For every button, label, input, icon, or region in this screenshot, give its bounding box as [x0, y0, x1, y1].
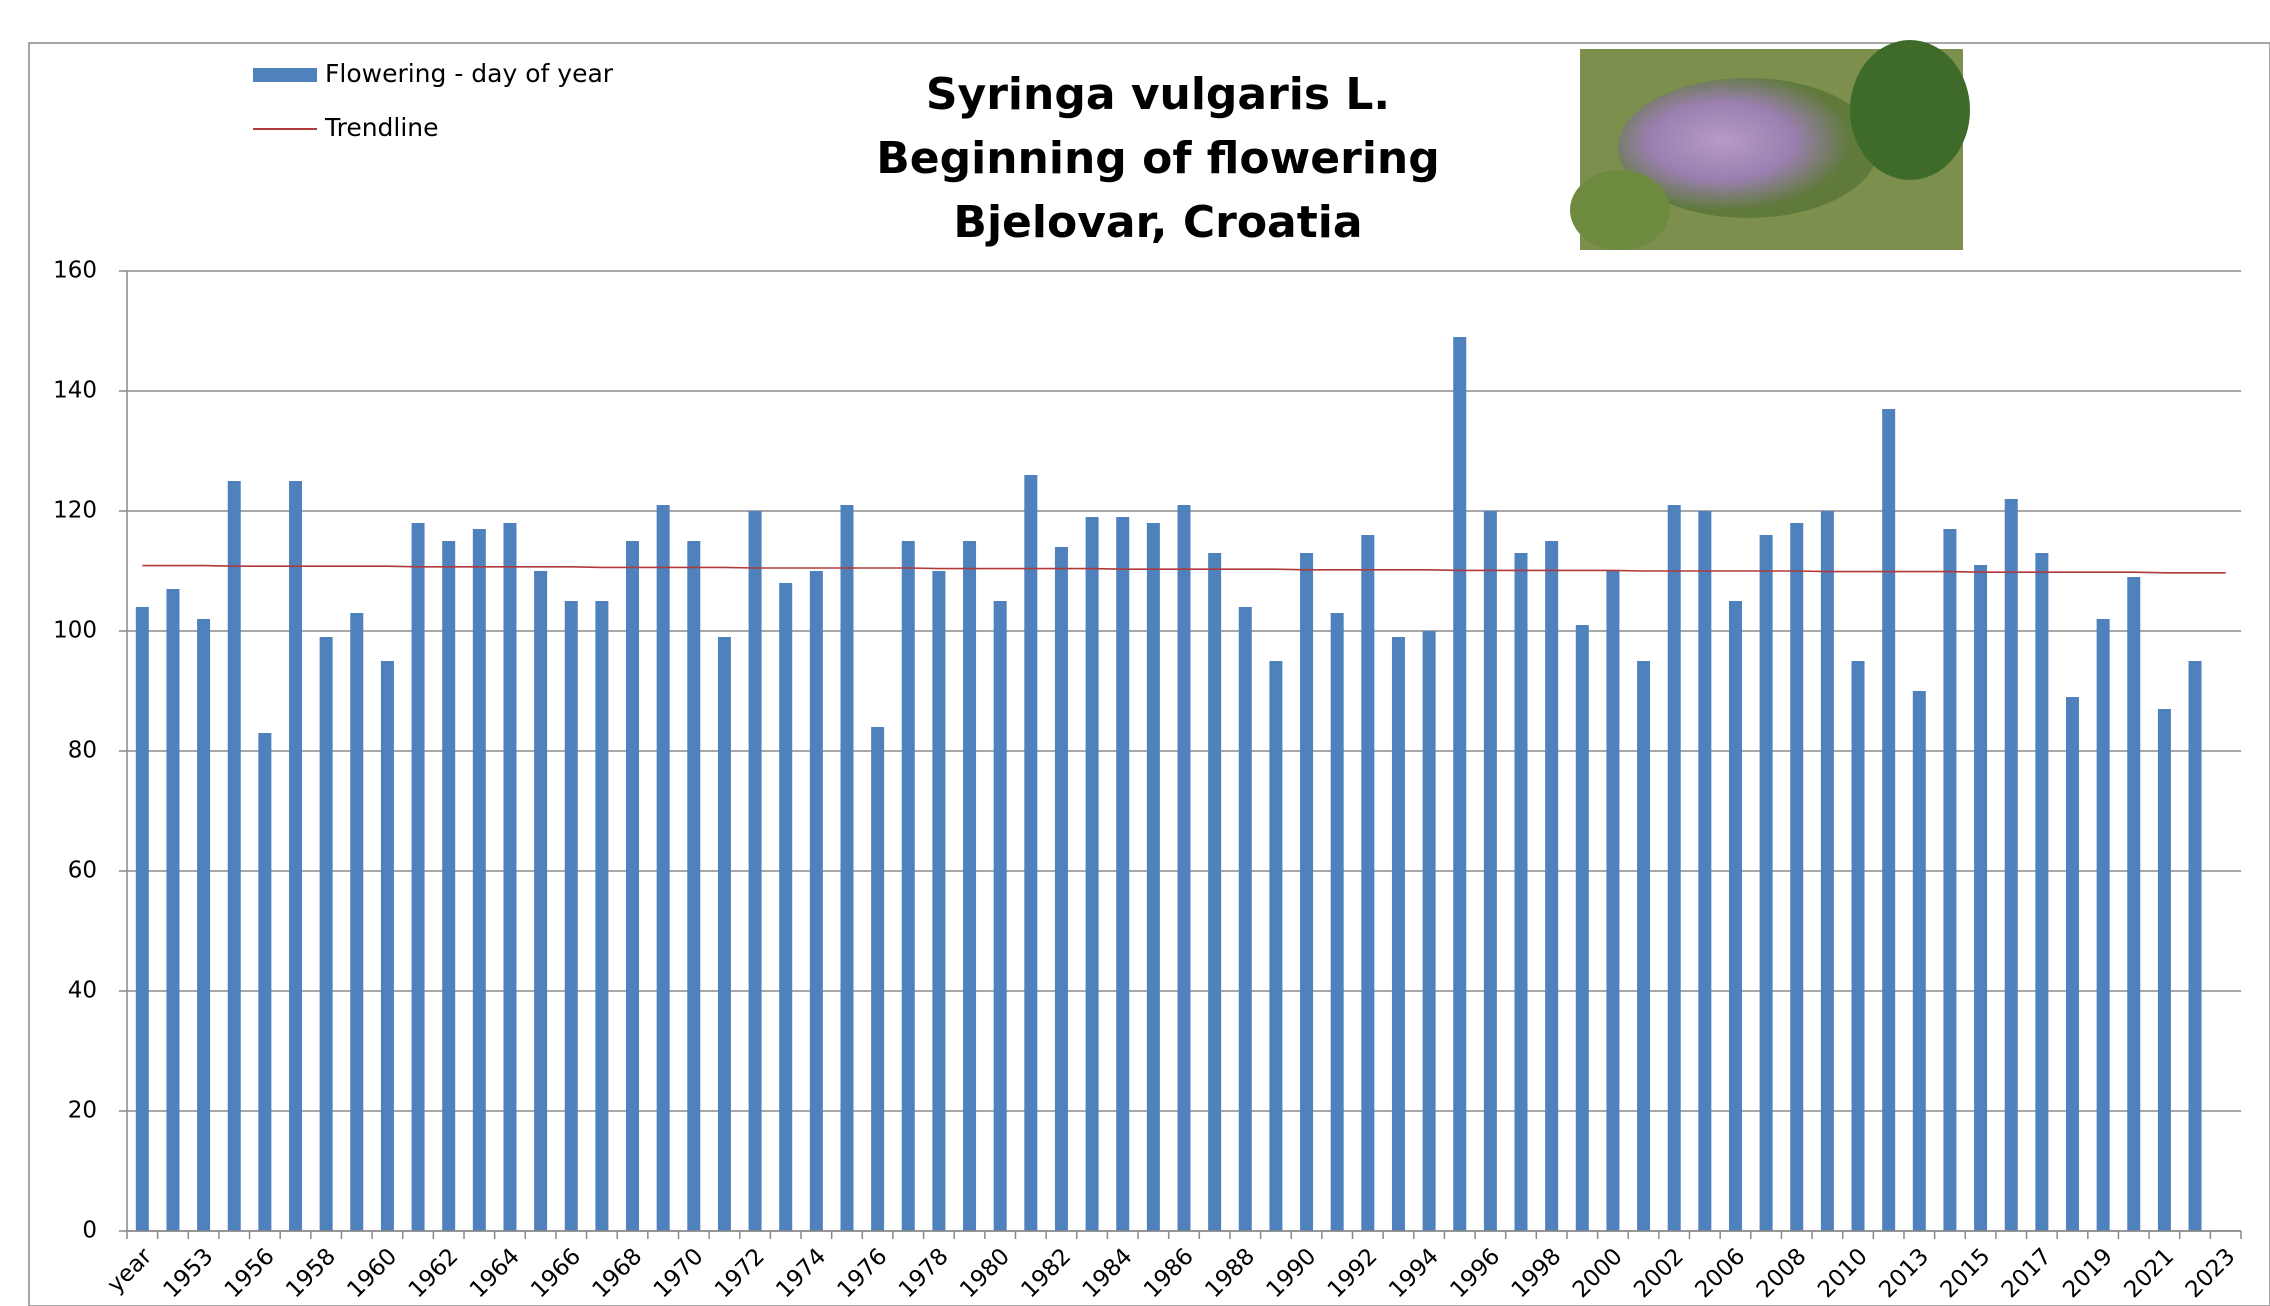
bar [1178, 505, 1191, 1231]
y-tick-label: 40 [68, 978, 97, 1004]
bar [932, 571, 945, 1231]
bar [626, 541, 639, 1231]
title-line: Bjelovar, Croatia [953, 197, 1362, 248]
bar [1331, 613, 1344, 1231]
bar [2189, 661, 2202, 1231]
bar [2127, 577, 2140, 1231]
bar [1821, 511, 1834, 1231]
title-line: Syringa vulgaris L. [926, 69, 1390, 120]
bar [1055, 547, 1068, 1231]
bar [1239, 607, 1252, 1231]
bar [1300, 553, 1313, 1231]
bar [1606, 571, 1619, 1231]
bar [1086, 517, 1099, 1231]
bar [1576, 625, 1589, 1231]
bar [381, 661, 394, 1231]
bar [1392, 637, 1405, 1231]
bar [228, 481, 241, 1231]
bar [963, 541, 976, 1231]
bar [779, 583, 792, 1231]
bar [1024, 475, 1037, 1231]
bar [1852, 661, 1865, 1231]
bar [657, 505, 670, 1231]
bar [1515, 553, 1528, 1231]
y-tick-label: 20 [68, 1098, 97, 1124]
bar [2158, 709, 2171, 1231]
bar [2066, 697, 2079, 1231]
bar [166, 589, 179, 1231]
bar [1208, 553, 1221, 1231]
legend-label: Flowering - day of year [325, 59, 614, 88]
legend-swatch [253, 68, 317, 82]
bar [1423, 631, 1436, 1231]
chart-title: Syringa vulgaris L. Beginning of flowerin… [876, 69, 1439, 248]
chart: Syringa vulgaris L. Beginning of flowerin… [0, 0, 2270, 1306]
bar [1698, 511, 1711, 1231]
y-tick-label: 60 [68, 858, 97, 884]
bar [442, 541, 455, 1231]
bar [320, 637, 333, 1231]
bar [1882, 409, 1895, 1231]
bar [1943, 529, 1956, 1231]
bar [994, 601, 1007, 1231]
bar [1913, 691, 1926, 1231]
bar [840, 505, 853, 1231]
bar [1760, 535, 1773, 1231]
bar [1545, 541, 1558, 1231]
bar [350, 613, 363, 1231]
bar [258, 733, 271, 1231]
title-line: Beginning of flowering [876, 133, 1439, 184]
bar [289, 481, 302, 1231]
bar [1790, 523, 1803, 1231]
y-tick-label: 100 [53, 618, 97, 644]
bar [595, 601, 608, 1231]
bar [1668, 505, 1681, 1231]
bar [2097, 619, 2110, 1231]
bar [871, 727, 884, 1231]
bar [2005, 499, 2018, 1231]
bar [2035, 553, 2048, 1231]
y-tick-label: 120 [53, 498, 97, 524]
bar [810, 571, 823, 1231]
bar [902, 541, 915, 1231]
bar [412, 523, 425, 1231]
bar [1116, 517, 1129, 1231]
bar [534, 571, 547, 1231]
bar [473, 529, 486, 1231]
bar [718, 637, 731, 1231]
bar [1974, 565, 1987, 1231]
legend-label: Trendline [324, 113, 439, 142]
bar [1453, 337, 1466, 1231]
bar [1484, 511, 1497, 1231]
bar [1361, 535, 1374, 1231]
bar [1269, 661, 1282, 1231]
bar [1147, 523, 1160, 1231]
y-tick-label: 160 [53, 258, 97, 284]
photo [1570, 40, 1970, 250]
bar [1729, 601, 1742, 1231]
bar [687, 541, 700, 1231]
bar [136, 607, 149, 1231]
y-tick-label: 80 [68, 738, 97, 764]
bar [197, 619, 210, 1231]
bar [503, 523, 516, 1231]
bar [565, 601, 578, 1231]
bar [1637, 661, 1650, 1231]
bar [749, 511, 762, 1231]
y-tick-label: 140 [53, 378, 97, 404]
y-tick-label: 0 [82, 1218, 97, 1244]
